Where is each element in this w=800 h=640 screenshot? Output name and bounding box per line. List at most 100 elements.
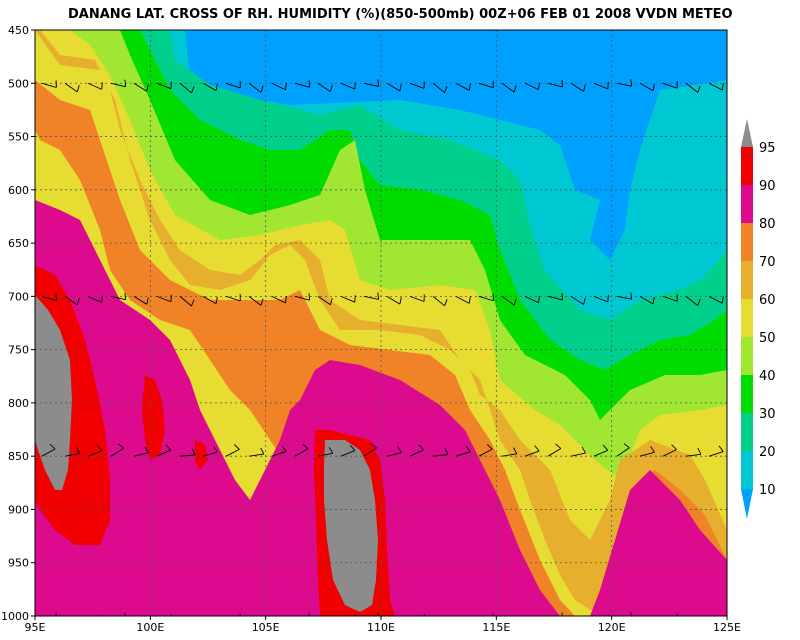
colorbar-label: 70 bbox=[759, 255, 776, 270]
x-tick-label: 110E bbox=[367, 621, 395, 634]
wind-barb bbox=[456, 615, 457, 616]
colorbar-label: 95 bbox=[759, 141, 776, 156]
wind-barb bbox=[41, 443, 56, 457]
wind-barb bbox=[570, 295, 586, 305]
x-tick-label: 100E bbox=[136, 621, 164, 634]
colorbar-label: 50 bbox=[759, 331, 776, 346]
plot-area bbox=[35, 30, 727, 616]
y-tick-label: 550 bbox=[8, 131, 29, 144]
colorbar-label: 60 bbox=[759, 293, 776, 308]
wind-barb bbox=[547, 79, 564, 88]
wind-barb bbox=[156, 81, 172, 90]
wind-barb bbox=[87, 295, 103, 303]
wind-barb bbox=[179, 82, 195, 94]
wind-barb bbox=[386, 295, 402, 305]
wind-barb bbox=[640, 615, 641, 616]
wind-barb bbox=[271, 445, 287, 457]
colorbar-swatch bbox=[741, 261, 753, 299]
wind-barb bbox=[570, 446, 587, 457]
y-tick-label: 750 bbox=[8, 344, 29, 357]
colorbar-swatch bbox=[741, 223, 753, 261]
wind-barb bbox=[110, 292, 127, 301]
wind-barb bbox=[202, 295, 218, 305]
wind-barb bbox=[202, 82, 218, 91]
wind-barb bbox=[571, 615, 572, 616]
wind-barb bbox=[225, 80, 241, 89]
colorbar-swatch bbox=[741, 451, 753, 489]
wind-barb bbox=[593, 444, 609, 457]
contour-band-80-90 bbox=[35, 200, 727, 616]
wind-barb bbox=[133, 446, 149, 457]
wind-barb bbox=[501, 447, 518, 457]
wind-barb bbox=[64, 82, 80, 93]
wind-barb bbox=[708, 295, 724, 304]
wind-barb bbox=[501, 82, 517, 93]
wind-barb bbox=[110, 79, 127, 88]
wind-barb bbox=[432, 296, 448, 307]
wind-barb bbox=[409, 294, 425, 302]
wind-barb bbox=[708, 445, 724, 457]
y-tick-label: 700 bbox=[8, 290, 29, 303]
wind-barb bbox=[294, 293, 310, 301]
wind-barb bbox=[708, 82, 724, 91]
wind-barb bbox=[616, 443, 630, 457]
wind-barb bbox=[64, 295, 80, 306]
colorbar-swatch bbox=[741, 299, 753, 337]
wind-barb bbox=[478, 293, 494, 302]
wind-barb bbox=[639, 82, 655, 92]
wind-barb bbox=[156, 444, 172, 457]
wind-barb bbox=[248, 447, 265, 457]
chart-title: DANANG LAT. CROSS OF RH. HUMIDITY (%)(85… bbox=[68, 7, 733, 22]
y-tick-label: 450 bbox=[8, 24, 29, 37]
wind-barb bbox=[65, 615, 66, 616]
wind-barb bbox=[271, 295, 287, 304]
wind-barb bbox=[42, 613, 57, 616]
wind-barb bbox=[317, 82, 333, 93]
wind-barb bbox=[478, 444, 493, 457]
wind-barb bbox=[248, 82, 264, 93]
wind-barb bbox=[179, 296, 195, 307]
wind-barb bbox=[685, 447, 702, 457]
wind-barb bbox=[547, 292, 564, 301]
y-tick-label: 900 bbox=[8, 503, 29, 516]
wind-barb bbox=[180, 615, 181, 616]
colorbar-label: 80 bbox=[759, 217, 776, 232]
x-tick-label: 115E bbox=[482, 621, 510, 634]
colorbar-label: 40 bbox=[759, 369, 776, 384]
wind-barb bbox=[225, 293, 241, 302]
wind-barb bbox=[455, 82, 471, 91]
wind-barb bbox=[433, 615, 434, 616]
wind-barb bbox=[639, 446, 655, 457]
wind-barbs bbox=[41, 79, 724, 616]
wind-barb bbox=[318, 615, 319, 616]
wind-barb bbox=[386, 446, 402, 457]
wind-barb bbox=[639, 295, 655, 305]
y-tick-label: 800 bbox=[8, 397, 29, 410]
wind-barb bbox=[662, 444, 677, 457]
colorbar-swatch bbox=[741, 185, 753, 223]
wind-barb bbox=[363, 292, 380, 300]
wind-barb bbox=[685, 82, 701, 93]
y-tick-label: 850 bbox=[8, 450, 29, 463]
wind-barb bbox=[547, 443, 562, 457]
wind-barb bbox=[501, 295, 517, 306]
wind-barb bbox=[271, 82, 287, 91]
y-axis: 450 500 550 600 650 700 750 800 850 900 950 1000 bbox=[1, 24, 35, 623]
wind-barb bbox=[662, 294, 678, 302]
wind-barb bbox=[478, 80, 494, 89]
wind-barb bbox=[41, 293, 57, 301]
wind-barb bbox=[363, 443, 377, 457]
colorbar-swatch bbox=[741, 147, 753, 185]
colorbar-arrow-bottom bbox=[741, 489, 753, 519]
wind-barb bbox=[455, 295, 471, 304]
wind-barb bbox=[295, 612, 310, 616]
wind-barb bbox=[409, 81, 425, 89]
wind-barb bbox=[340, 82, 356, 90]
y-tick-label: 1000 bbox=[1, 610, 29, 623]
wind-barb bbox=[524, 82, 540, 91]
wind-barb bbox=[409, 444, 424, 457]
wind-barb bbox=[662, 81, 678, 89]
colorbar-swatch bbox=[741, 413, 753, 451]
y-tick-label: 950 bbox=[8, 557, 29, 570]
